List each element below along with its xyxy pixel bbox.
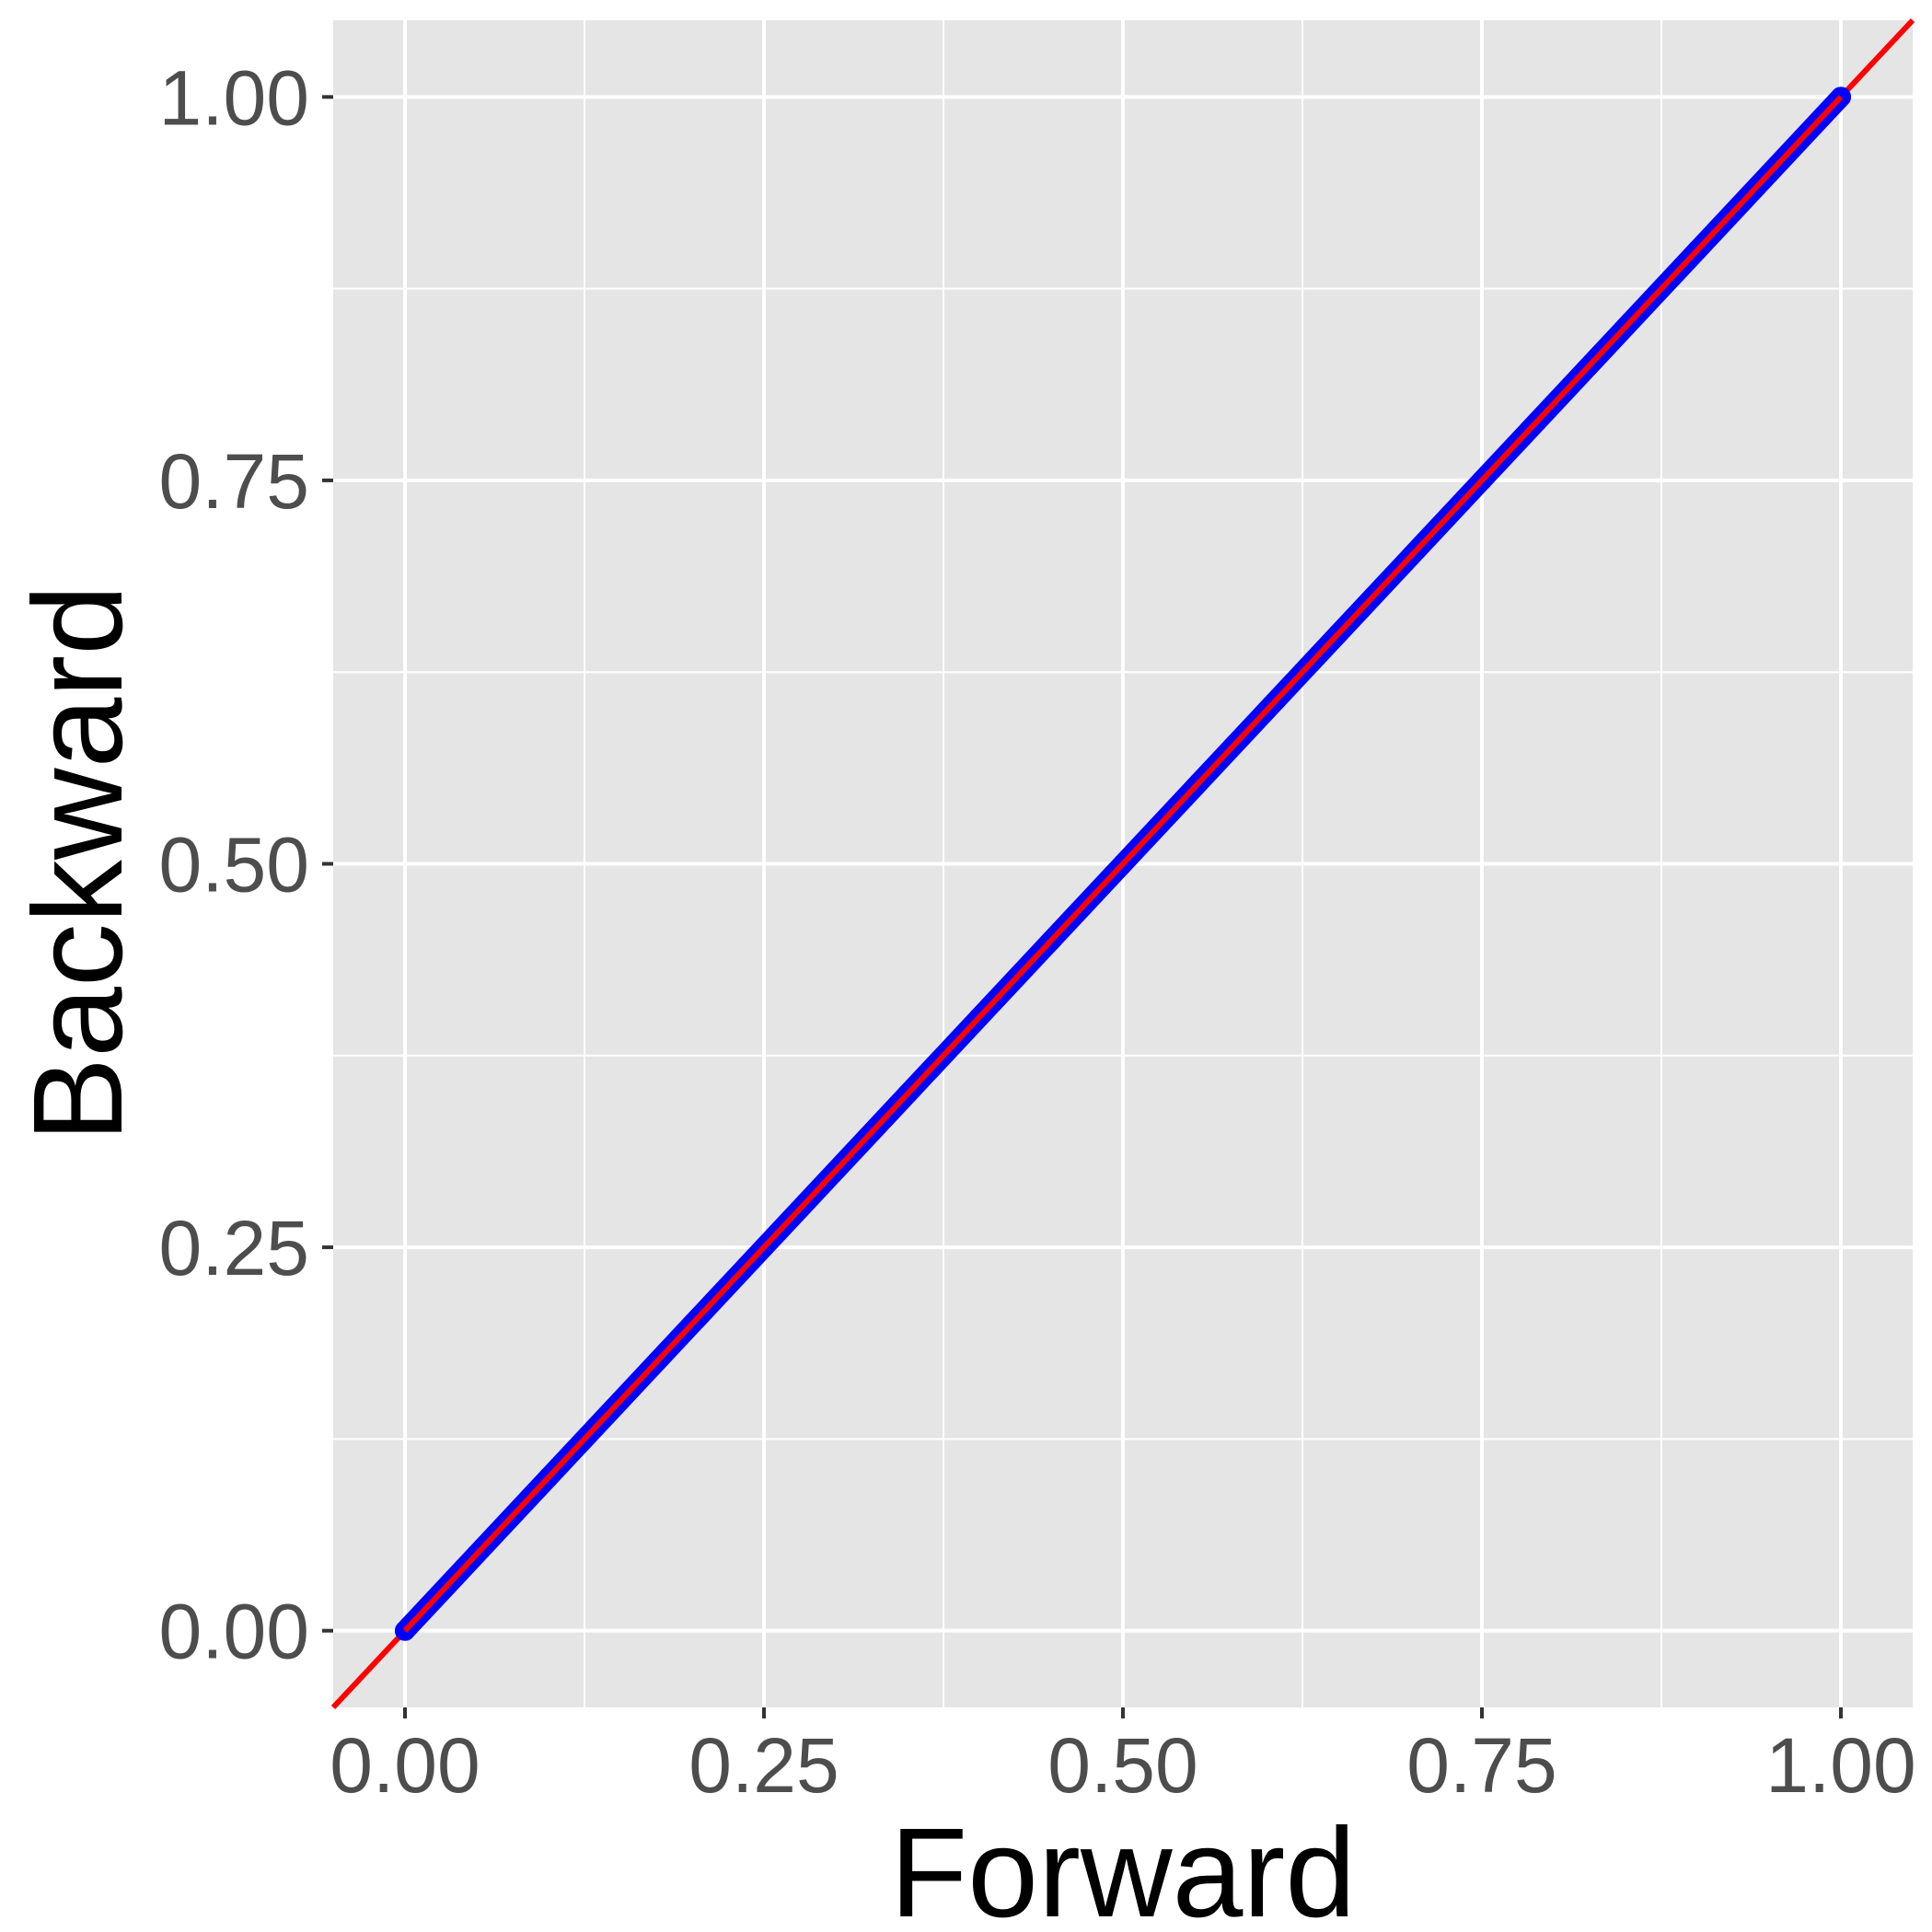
y-tick-label: 1.00: [159, 54, 310, 141]
y-tick-label: 0.50: [159, 822, 310, 908]
x-tick-label: 0.25: [688, 1722, 839, 1809]
y-tick-label: 0.00: [159, 1589, 310, 1675]
x-axis-title: Forward: [890, 1802, 1356, 1932]
y-axis: 0.00 0.25 0.50 0.75 1.00: [159, 54, 333, 1675]
y-tick-label: 0.75: [159, 438, 310, 525]
reference-line-overlay-segment: [402, 95, 1844, 1633]
reference-line-overlay: [402, 95, 1844, 1633]
x-tick-label: 0.50: [1047, 1722, 1198, 1809]
y-tick-label: 0.25: [159, 1205, 310, 1291]
y-axis-title: Backward: [7, 584, 149, 1142]
x-axis: 0.00 0.25 0.50 0.75 1.00: [330, 1707, 1916, 1809]
x-tick-label: 0.75: [1406, 1722, 1557, 1809]
x-tick-label: 1.00: [1765, 1722, 1916, 1809]
x-tick-label: 0.00: [330, 1722, 480, 1809]
